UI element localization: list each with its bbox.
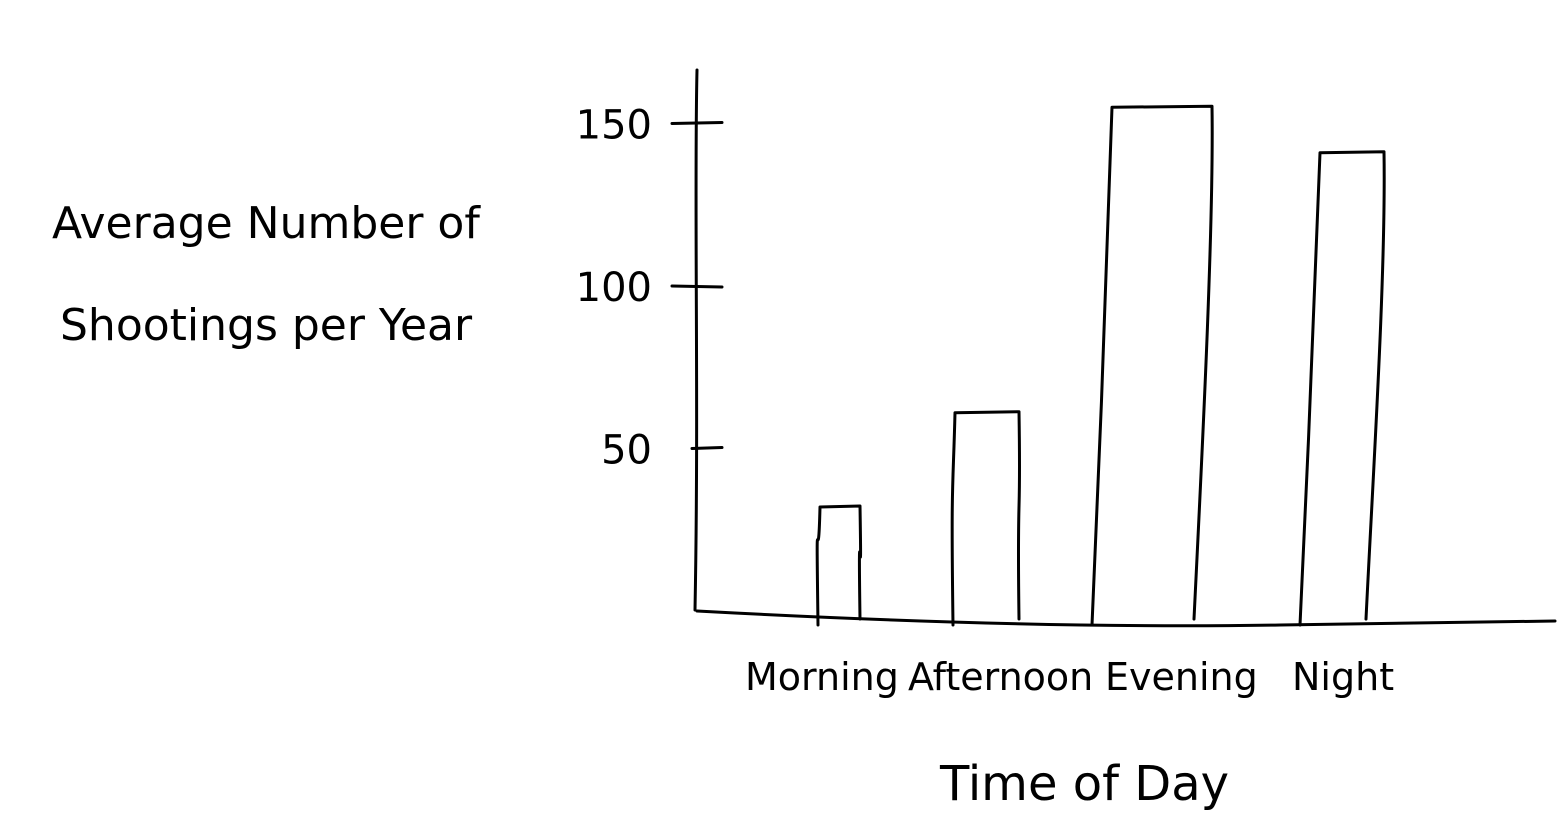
x-axis-line <box>695 609 1557 628</box>
y-axis-label-line-1: Average Number of <box>52 198 481 249</box>
y-axis-line <box>693 68 699 612</box>
y-ticks: 50 100 150 <box>576 103 724 474</box>
bar-morning <box>815 504 863 627</box>
bar-evening <box>1090 104 1214 627</box>
x-tick-label: Night <box>1292 655 1394 699</box>
y-tick-mark <box>670 121 724 125</box>
x-tick-label: Afternoon <box>908 655 1093 699</box>
y-axis-label: Average Number of Shootings per Year <box>52 198 481 351</box>
y-tick-label: 100 <box>576 265 652 311</box>
bar-afternoon <box>950 410 1022 627</box>
y-tick-label: 50 <box>601 428 652 474</box>
y-tick-mark <box>690 446 724 450</box>
bars <box>815 104 1386 627</box>
bar-night <box>1298 150 1386 627</box>
y-tick-mark <box>670 284 724 289</box>
y-tick-label: 150 <box>576 103 652 149</box>
x-tick-labels: Morning Afternoon Evening Night <box>745 655 1394 699</box>
x-axis-label: Time of Day <box>939 756 1229 812</box>
x-tick-label: Evening <box>1105 655 1258 699</box>
y-axis-label-line-2: Shootings per Year <box>60 300 473 351</box>
x-tick-label: Morning <box>745 655 899 699</box>
